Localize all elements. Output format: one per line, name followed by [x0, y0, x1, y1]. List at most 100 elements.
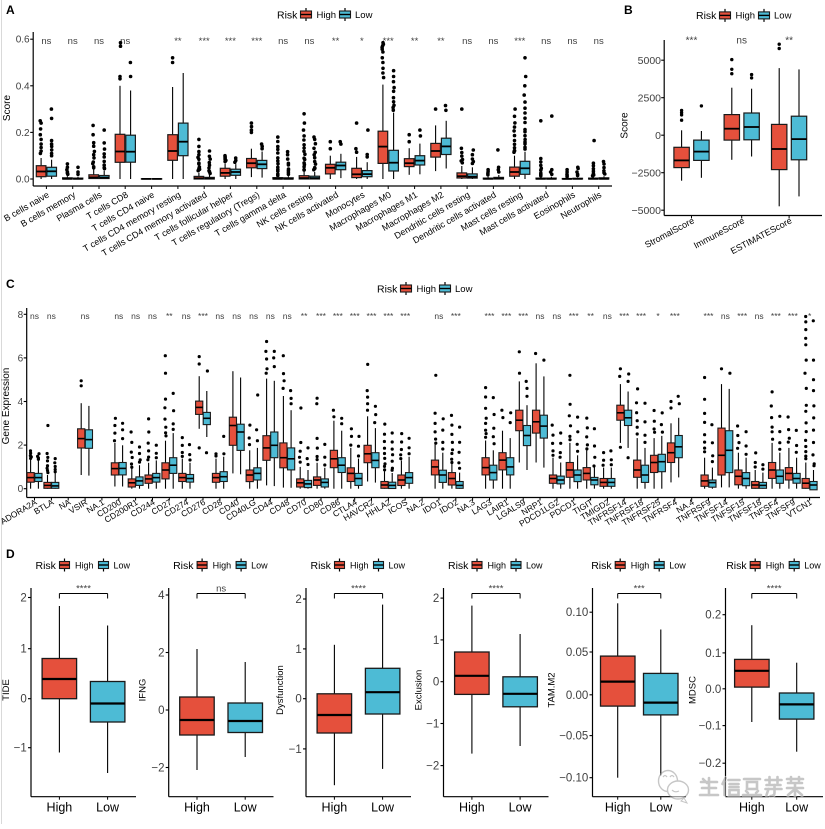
svg-text:ns: ns	[462, 36, 472, 47]
svg-text:Low: Low	[96, 801, 120, 815]
svg-text:ns: ns	[488, 36, 498, 47]
svg-text:0: 0	[158, 705, 164, 717]
svg-text:ns: ns	[182, 311, 191, 321]
svg-text:1: 1	[295, 644, 301, 656]
svg-text:0: 0	[655, 130, 661, 142]
svg-text:Exclusion: Exclusion	[414, 670, 425, 711]
svg-text:***: ***	[514, 36, 525, 47]
svg-text:2: 2	[158, 648, 164, 660]
svg-text:**: **	[332, 36, 340, 47]
svg-text:ns: ns	[721, 311, 730, 321]
svg-text:Risk: Risk	[311, 560, 332, 572]
svg-text:Low: Low	[526, 560, 543, 570]
svg-text:0.6: 0.6	[16, 35, 30, 46]
svg-text:MDSC: MDSC	[688, 676, 699, 704]
svg-text:−0.2: −0.2	[699, 758, 722, 770]
svg-text:Low: Low	[669, 560, 686, 570]
svg-text:***: ***	[383, 311, 394, 321]
svg-text:**: **	[785, 36, 793, 47]
svg-text:6: 6	[18, 353, 24, 364]
svg-text:TAM.M2: TAM.M2	[547, 672, 558, 707]
svg-text:***: ***	[451, 311, 462, 321]
svg-text:ns: ns	[249, 311, 258, 321]
svg-text:−0.05: −0.05	[559, 731, 588, 743]
svg-text:Risk: Risk	[377, 283, 398, 295]
svg-text:−1: −1	[289, 744, 302, 756]
svg-text:Risk: Risk	[36, 560, 57, 572]
svg-text:2: 2	[433, 593, 439, 605]
svg-text:Risk: Risk	[277, 9, 298, 21]
svg-text:0.00: 0.00	[566, 690, 588, 702]
svg-text:High: High	[459, 801, 485, 815]
svg-text:ns: ns	[68, 36, 78, 47]
svg-text:Risk: Risk	[448, 560, 469, 572]
svg-text:****: ****	[351, 584, 366, 595]
svg-text:***: ***	[400, 311, 411, 321]
svg-text:8: 8	[18, 310, 24, 321]
svg-text:ns: ns	[434, 311, 443, 321]
svg-text:ns: ns	[131, 311, 140, 321]
svg-text:ns: ns	[41, 36, 51, 47]
svg-text:4: 4	[158, 590, 165, 602]
svg-text:ns: ns	[215, 311, 224, 321]
svg-text:0.05: 0.05	[566, 647, 588, 659]
svg-text:***: ***	[737, 311, 748, 321]
svg-text:ns: ns	[232, 311, 241, 321]
svg-text:−1: −1	[14, 743, 27, 755]
svg-text:***: ***	[199, 36, 210, 47]
svg-text:High: High	[47, 801, 73, 815]
svg-text:High: High	[739, 801, 765, 815]
svg-text:High: High	[213, 560, 232, 570]
svg-text:***: ***	[485, 311, 496, 321]
svg-text:***: ***	[670, 311, 681, 321]
svg-text:High: High	[350, 560, 369, 570]
svg-text:****: ****	[76, 584, 91, 595]
svg-text:Low: Low	[509, 801, 533, 815]
svg-text:IFNG: IFNG	[138, 679, 149, 702]
svg-text:0: 0	[20, 694, 26, 706]
svg-text:ns: ns	[736, 36, 747, 47]
svg-text:ns: ns	[541, 36, 551, 47]
svg-text:Low: Low	[355, 10, 373, 21]
svg-text:0.10: 0.10	[566, 607, 588, 619]
svg-text:***: ***	[350, 311, 361, 321]
svg-text:0.0: 0.0	[705, 684, 721, 696]
svg-text:−2: −2	[151, 763, 164, 775]
svg-text:−0.10: −0.10	[559, 773, 588, 785]
svg-text:Low: Low	[371, 801, 395, 815]
svg-text:**: **	[587, 311, 594, 321]
svg-text:**: **	[301, 311, 308, 321]
svg-text:Dysfunction: Dysfunction	[275, 665, 286, 715]
svg-text:High: High	[766, 560, 785, 570]
svg-text:Risk: Risk	[726, 560, 747, 572]
svg-text:**: **	[411, 36, 419, 47]
svg-text:Score: Score	[620, 112, 631, 139]
svg-text:Low: Low	[649, 801, 673, 815]
svg-text:Risk: Risk	[696, 10, 717, 22]
svg-text:High: High	[417, 284, 437, 295]
svg-text:Low: Low	[114, 560, 131, 570]
svg-text:4: 4	[18, 397, 24, 408]
svg-text:0.2: 0.2	[705, 610, 721, 622]
svg-text:Low: Low	[455, 284, 473, 295]
svg-text:***: ***	[788, 311, 799, 321]
svg-text:***: ***	[316, 311, 327, 321]
svg-text:High: High	[605, 801, 631, 815]
svg-text:**: **	[174, 36, 182, 47]
svg-text:5000: 5000	[638, 55, 662, 67]
svg-text:0: 0	[433, 677, 439, 689]
svg-text:ns: ns	[603, 311, 612, 321]
svg-text:***: ***	[569, 311, 580, 321]
svg-text:ns: ns	[755, 311, 764, 321]
svg-text:ns: ns	[148, 311, 157, 321]
svg-text:Low: Low	[389, 560, 406, 570]
svg-text:D: D	[6, 547, 15, 561]
svg-text:Low: Low	[785, 801, 809, 815]
svg-text:High: High	[631, 560, 650, 570]
svg-text:Low: Low	[804, 560, 821, 570]
svg-text:High: High	[322, 801, 348, 815]
svg-text:***: ***	[636, 311, 647, 321]
svg-text:TIDE: TIDE	[1, 679, 12, 701]
svg-text:***: ***	[619, 311, 630, 321]
svg-text:2: 2	[20, 593, 26, 605]
